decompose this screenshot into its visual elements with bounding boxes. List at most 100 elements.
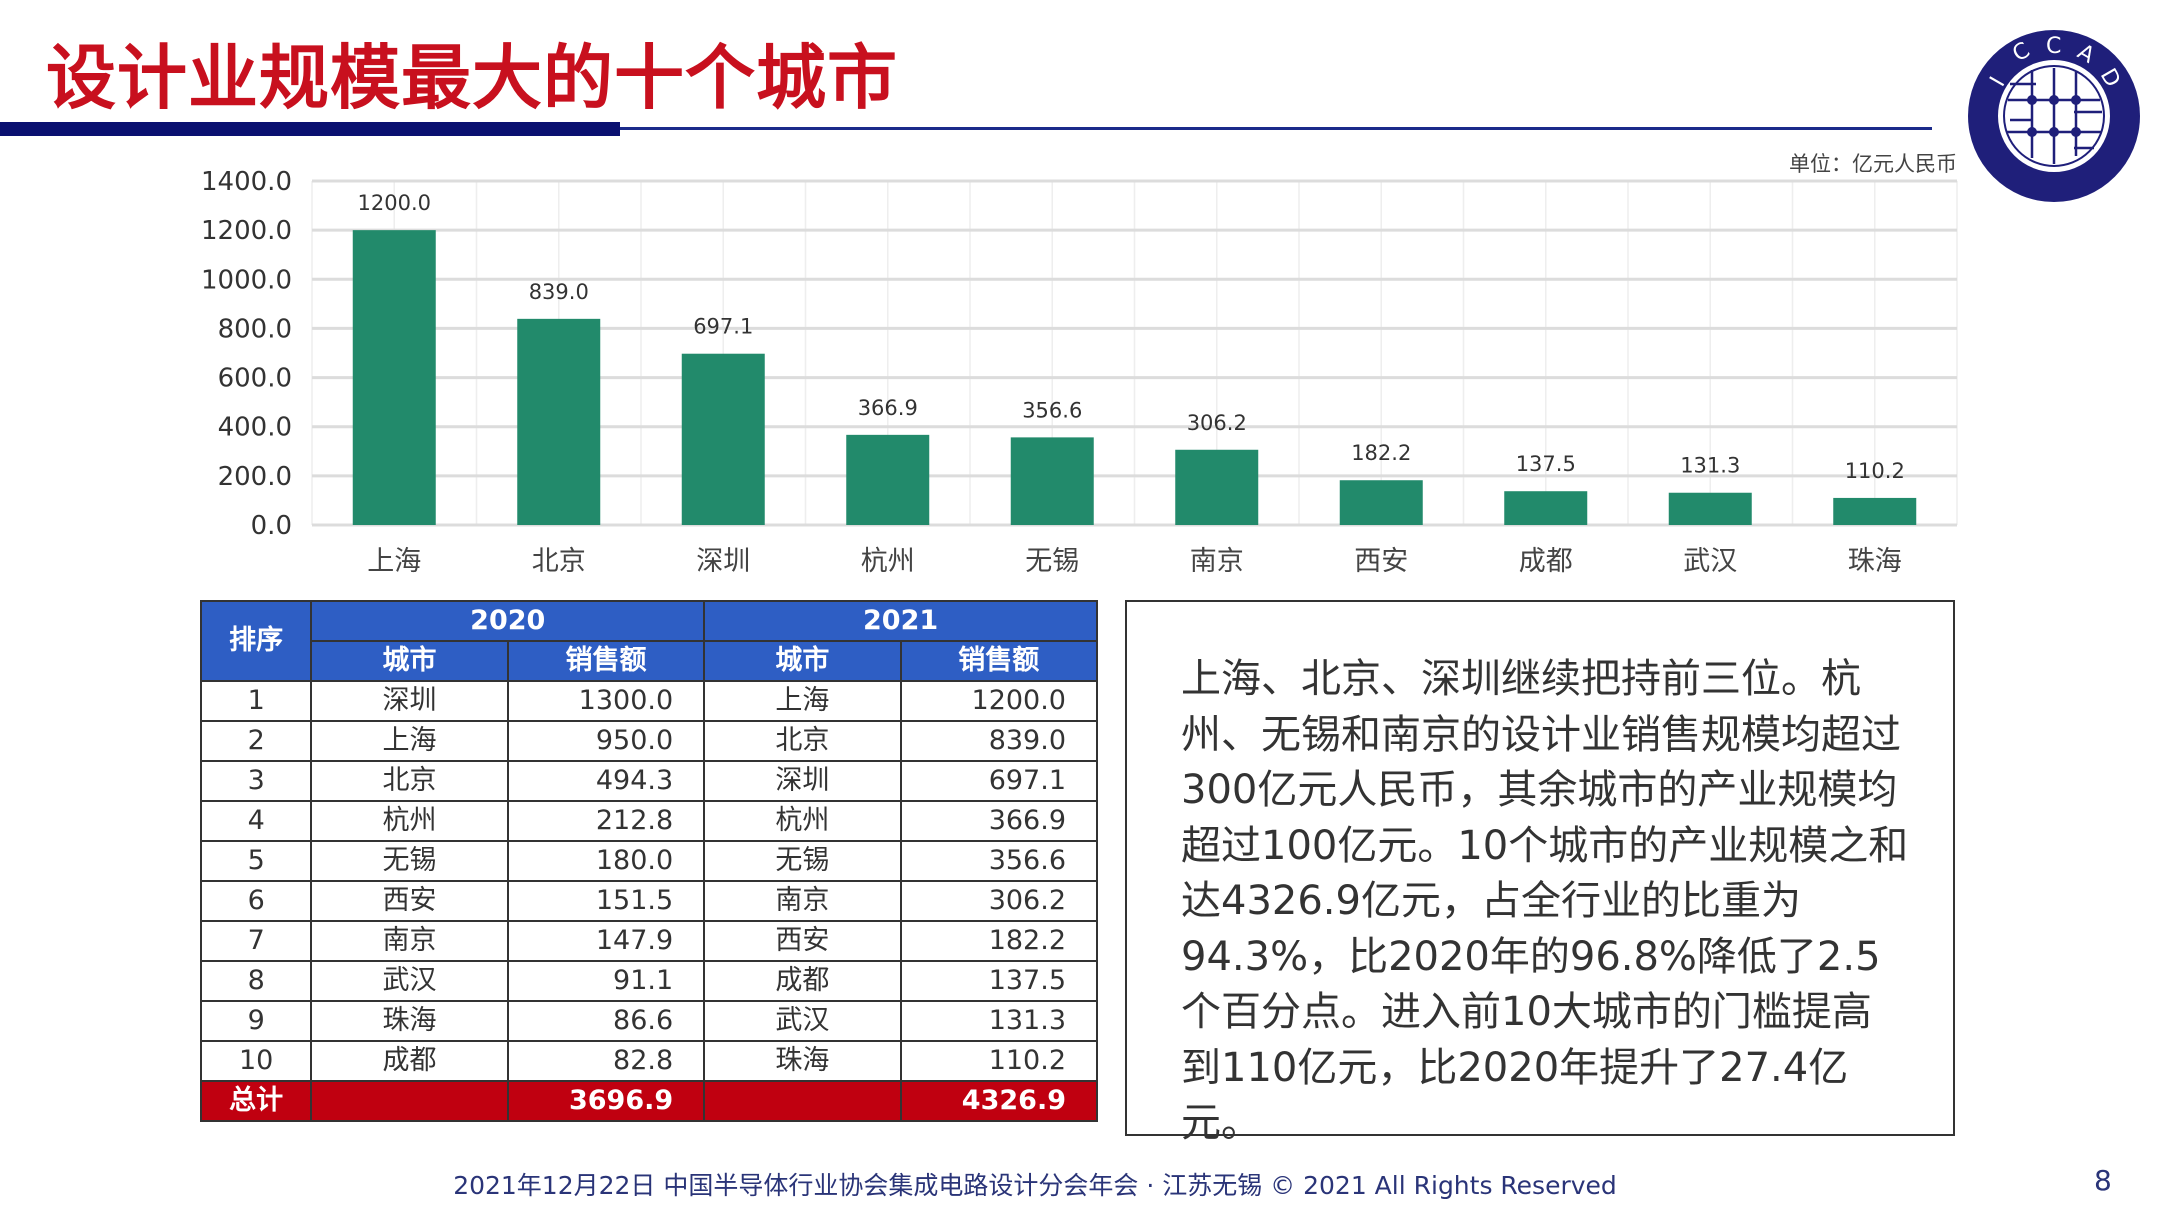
- total-label: 总计: [199, 1080, 313, 1122]
- x-tick-label: 成都: [1519, 546, 1573, 577]
- sales-2021-cell: 356.6: [899, 840, 1099, 882]
- table-row: 8 武汉 91.1 成都 137.5: [199, 960, 1099, 1002]
- sales-2020-cell: 212.8: [506, 800, 706, 842]
- rank-cell: 5: [199, 840, 313, 882]
- total-row: 总计 3696.9 4326.9: [199, 1080, 1099, 1122]
- sales-2021-cell: 110.2: [899, 1040, 1099, 1082]
- table-row: 3 北京 494.3 深圳 697.1: [199, 760, 1099, 802]
- sales-2020-cell: 950.0: [506, 720, 706, 762]
- x-tick-label: 南京: [1190, 546, 1244, 577]
- sales-2021-cell: 137.5: [899, 960, 1099, 1002]
- city-2020-cell: 上海: [310, 720, 509, 762]
- city-2020-cell: 杭州: [310, 800, 509, 842]
- city-2020-cell: 武汉: [310, 960, 509, 1002]
- y-tick-label: 1200.0: [201, 216, 292, 246]
- bar: [846, 434, 930, 525]
- table-row: 1 深圳 1300.0 上海 1200.0: [199, 680, 1099, 722]
- year-header-2021: 2021: [703, 600, 1098, 642]
- rank-header: 排序: [199, 600, 313, 682]
- table-row: 10 成都 82.8 珠海 110.2: [199, 1040, 1099, 1082]
- rank-cell: 9: [199, 1000, 313, 1042]
- sales-2020-cell: 1300.0: [506, 680, 706, 722]
- table-row: 7 南京 147.9 西安 182.2: [199, 920, 1099, 962]
- rank-cell: 1: [199, 680, 313, 722]
- iccad-logo: I C C A D: [1968, 30, 2140, 202]
- summary-text: 上海、北京、深圳继续把持前三位。杭州、无锡和南京的设计业销售规模均超过300亿元…: [1181, 656, 1909, 1146]
- slide-title: 设计业规模最大的十个城市: [46, 37, 898, 119]
- city-2021-cell: 成都: [703, 960, 902, 1002]
- bar: [1010, 437, 1094, 525]
- rank-cell: 4: [199, 800, 313, 842]
- rank-cell: 7: [199, 920, 313, 962]
- data-label: 366.9: [858, 396, 918, 420]
- x-tick-label: 上海: [367, 546, 421, 577]
- x-tick-label: 深圳: [696, 546, 750, 577]
- title-underline-thin: [620, 127, 1932, 130]
- city-2021-cell: 无锡: [703, 840, 902, 882]
- sales-2020-cell: 180.0: [506, 840, 706, 882]
- y-tick-label: 200.0: [218, 462, 292, 492]
- rank-cell: 10: [199, 1040, 313, 1082]
- total-empty-cell: [703, 1080, 902, 1122]
- rank-cell: 6: [199, 880, 313, 922]
- sales-2020-cell: 91.1: [506, 960, 706, 1002]
- data-label: 182.2: [1351, 441, 1411, 465]
- sales-2020-cell: 82.8: [506, 1040, 706, 1082]
- sales-2021-cell: 697.1: [899, 760, 1099, 802]
- y-tick-label: 0.0: [251, 511, 292, 541]
- sales-2021-cell: 182.2: [899, 920, 1099, 962]
- total-2021: 4326.9: [899, 1080, 1099, 1122]
- y-tick-label: 1400.0: [201, 167, 292, 197]
- sales-2021-cell: 131.3: [899, 1000, 1099, 1042]
- table-row: 4 杭州 212.8 杭州 366.9: [199, 800, 1099, 842]
- city-2021-cell: 北京: [703, 720, 902, 762]
- rank-cell: 2: [199, 720, 313, 762]
- city-2020-cell: 珠海: [310, 1000, 509, 1042]
- data-label: 839.0: [529, 280, 589, 304]
- y-tick-label: 800.0: [218, 314, 292, 344]
- rank-cell: 8: [199, 960, 313, 1002]
- data-label: 306.2: [1187, 411, 1247, 435]
- sales-2020-cell: 147.9: [506, 920, 706, 962]
- bar-chart: 0.0 200.0 400.0 600.0 800.0 1000.0 1200.0 1400.…: [201, 167, 1958, 577]
- page-number: 8: [2094, 1164, 2112, 1197]
- city-2021-cell: 南京: [703, 880, 902, 922]
- table-row: 6 西安 151.5 南京 306.2: [199, 880, 1099, 922]
- city-2021-cell: 杭州: [703, 800, 902, 842]
- bar: [1175, 449, 1259, 525]
- unit-label: 单位：亿元人民币: [1789, 152, 1957, 176]
- data-label: 131.3: [1680, 454, 1740, 478]
- data-label: 356.6: [1022, 398, 1082, 422]
- y-tick-label: 1000.0: [201, 265, 292, 295]
- data-label: 110.2: [1845, 459, 1905, 483]
- bar: [1504, 491, 1588, 525]
- data-label: 1200.0: [358, 191, 431, 215]
- x-tick-label: 西安: [1354, 546, 1408, 577]
- city-2021-cell: 珠海: [703, 1040, 902, 1082]
- bar: [352, 230, 436, 525]
- total-2020: 3696.9: [506, 1080, 706, 1122]
- bar: [1668, 492, 1752, 525]
- data-label: 137.5: [1516, 452, 1576, 476]
- bar: [681, 353, 765, 525]
- data-label: 697.1: [693, 315, 753, 339]
- title-underline-thick: [0, 122, 620, 136]
- x-tick-label: 珠海: [1848, 546, 1902, 577]
- city-2021-cell: 上海: [703, 680, 902, 722]
- year-header-2020: 2020: [310, 600, 706, 642]
- city-2020-cell: 西安: [310, 880, 509, 922]
- sales-header-2021: 销售额: [899, 640, 1099, 682]
- sales-2020-cell: 494.3: [506, 760, 706, 802]
- ranking-table: 排序 2020 2021 城市 销售额 城市 销售额 1 深圳 1300.0 上海 12…: [199, 600, 1099, 1122]
- city-2021-cell: 西安: [703, 920, 902, 962]
- total-empty-cell: [310, 1080, 509, 1122]
- x-tick-label: 杭州: [861, 546, 915, 577]
- city-header-2021: 城市: [703, 640, 902, 682]
- x-tick-label: 无锡: [1025, 546, 1079, 577]
- city-2020-cell: 南京: [310, 920, 509, 962]
- city-2021-cell: 深圳: [703, 760, 902, 802]
- city-header-2020: 城市: [310, 640, 509, 682]
- rank-cell: 3: [199, 760, 313, 802]
- summary-box: 上海、北京、深圳继续把持前三位。杭州、无锡和南京的设计业销售规模均超过300亿元…: [1125, 600, 1955, 1146]
- bar: [517, 318, 601, 525]
